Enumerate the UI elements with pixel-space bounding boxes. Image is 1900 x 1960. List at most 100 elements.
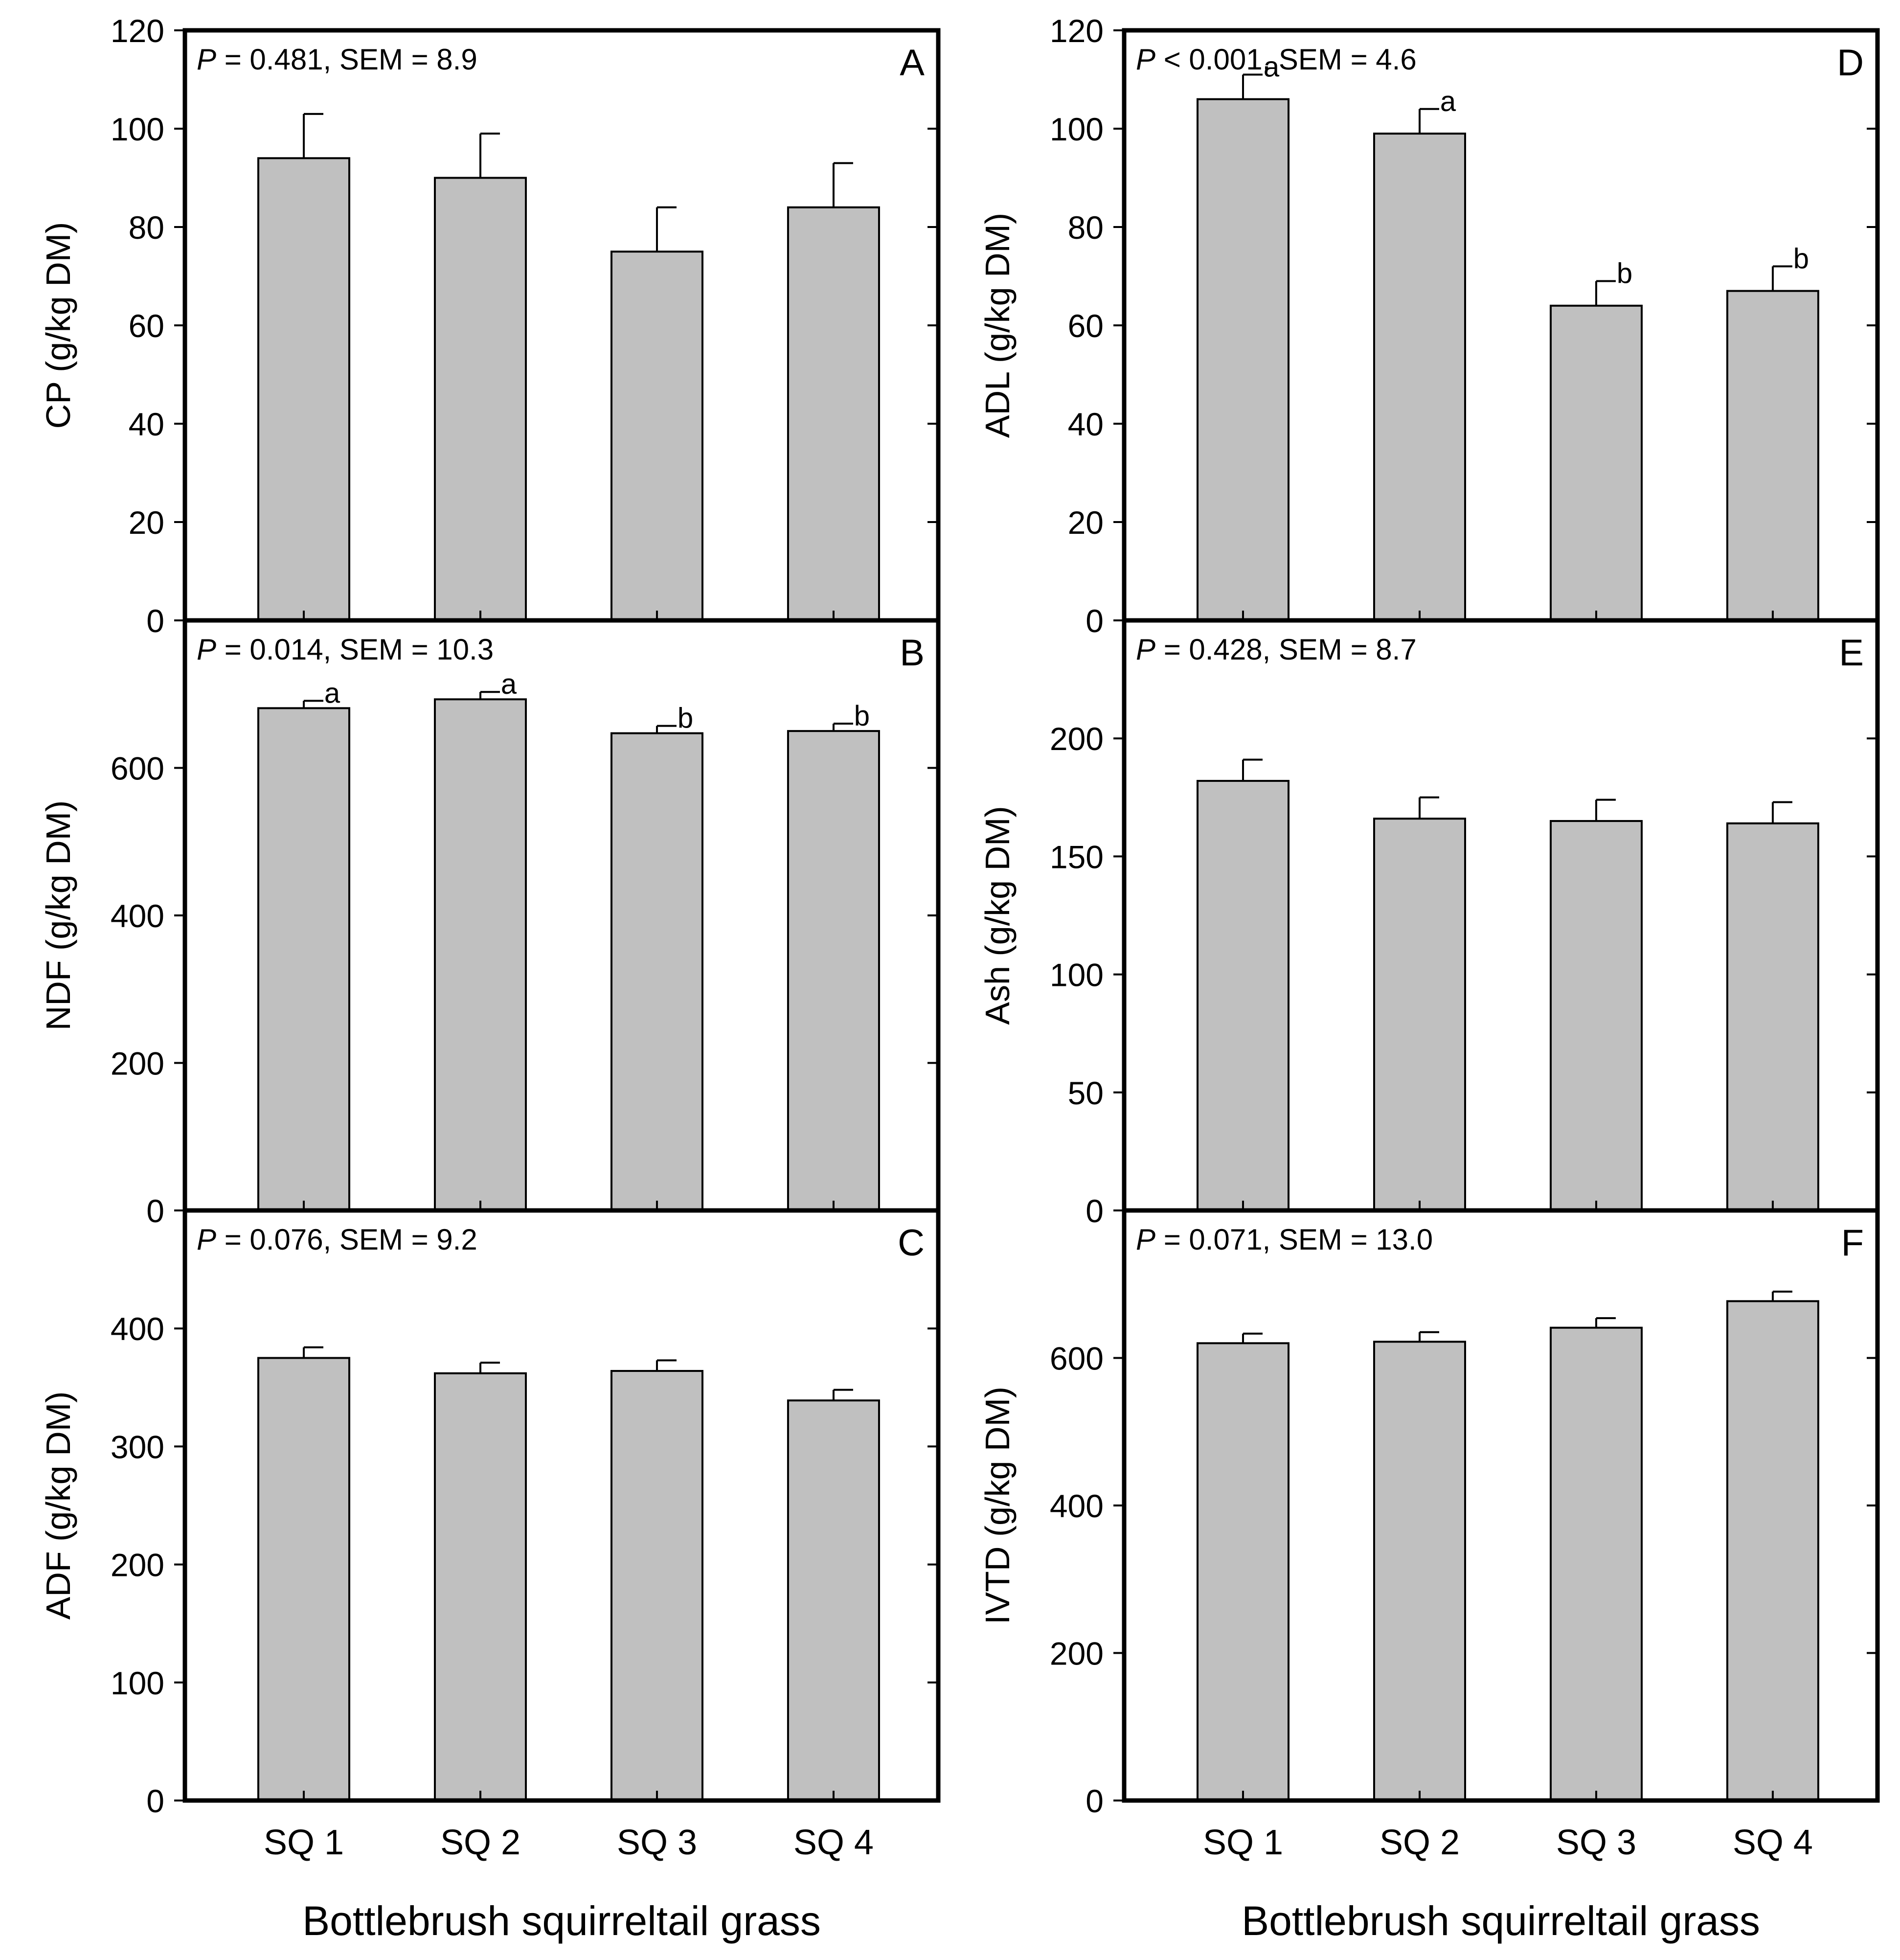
bar-b-2: [433, 698, 527, 1211]
significance-letter-d-4: b: [1793, 243, 1809, 274]
stat-text-b: P = 0.014, SEM = 10.3: [197, 633, 494, 666]
panel-b: a a b b 0 200 400 600 P = 0.014, SEM = 10.3 B NDF …: [39, 618, 941, 1229]
x-tick-label-f-2: SQ 2: [1380, 1823, 1460, 1862]
y-axis-title-a: CP (g/kg DM): [39, 222, 77, 429]
bar-c-4: [787, 1399, 880, 1802]
y-tick-label-c-3: 300: [111, 1429, 164, 1465]
stat-p-symbol-d: P: [1136, 43, 1155, 76]
bar-f-4: [1726, 1300, 1819, 1802]
stat-p-symbol-c: P: [197, 1223, 216, 1256]
x-axis-title-left: Bottlebrush squirreltail grass: [302, 1898, 821, 1944]
panel-c: 0 100 200 300 400 SQ 1 SQ 2 SQ 3 SQ 4 P = 0.076, …: [39, 1208, 941, 1862]
y-axis-title-d: ADL (g/kg DM): [978, 213, 1017, 438]
bar-a-1: [257, 157, 351, 621]
y-tick-label-c-0: 0: [146, 1783, 164, 1819]
y-tick-label-f-2: 400: [1050, 1488, 1104, 1524]
bar-d-3: [1549, 304, 1643, 621]
stat-text-a: P = 0.481, SEM = 8.9: [197, 43, 477, 76]
x-axis-title-right: Bottlebrush squirreltail grass: [1242, 1898, 1760, 1944]
panel-d: a a b b 0 20 40 60 80 100 120 P < 0.001, SEM = 4.6 D…: [978, 13, 1880, 639]
bar-b-1: [257, 707, 351, 1211]
x-tick-label-f-4: SQ 4: [1733, 1823, 1813, 1862]
x-tick-label-f-3: SQ 3: [1556, 1823, 1636, 1862]
y-tick-label-e-4: 200: [1050, 721, 1104, 757]
bar-e-1: [1197, 780, 1290, 1211]
significance-letter-d-3: b: [1617, 258, 1632, 290]
bar-b-4: [787, 730, 880, 1211]
significance-letter-d-1: a: [1264, 51, 1280, 83]
panel-frame-c: [182, 1208, 941, 1803]
bar-e-3: [1549, 820, 1643, 1212]
y-tick-label-d-4: 80: [1068, 209, 1104, 246]
y-tick-label-d-1: 20: [1068, 504, 1104, 541]
y-tick-label-b-0: 0: [146, 1193, 164, 1229]
x-tick-label-c-3: SQ 3: [617, 1823, 697, 1862]
panel-e: 0 50 100 150 200 P = 0.428, SEM = 8.7 E Ash (g/…: [978, 618, 1880, 1229]
y-tick-label-b-2: 400: [111, 898, 164, 934]
panel-f: 0 200 400 600 SQ 1 SQ 2 SQ 3 SQ 4 P = 0.071, SEM…: [978, 1208, 1880, 1862]
y-axis-title-b: NDF (g/kg DM): [39, 800, 77, 1031]
panel-letter-a: A: [900, 42, 925, 84]
significance-letter-b-2: a: [501, 668, 517, 700]
bar-c-1: [257, 1357, 351, 1801]
stat-text-f: P = 0.071, SEM = 13.0: [1136, 1223, 1433, 1256]
bar-f-2: [1373, 1341, 1466, 1801]
panel-letter-d: D: [1837, 42, 1864, 84]
y-tick-label-a-5: 100: [111, 111, 164, 147]
stat-values-c: = 0.076, SEM = 9.2: [216, 1223, 477, 1256]
y-tick-label-a-2: 40: [129, 406, 164, 442]
y-axis-title-e: Ash (g/kg DM): [978, 806, 1017, 1025]
y-tick-label-e-1: 50: [1068, 1075, 1104, 1111]
panel-frame-f: [1122, 1208, 1880, 1803]
y-tick-label-c-2: 200: [111, 1547, 164, 1583]
stat-values-e: = 0.428, SEM = 8.7: [1155, 633, 1417, 666]
y-tick-label-a-3: 60: [129, 308, 164, 344]
significance-letter-b-4: b: [854, 700, 870, 732]
y-tick-label-b-1: 200: [111, 1046, 164, 1082]
stat-values-d: < 0.001, SEM = 4.6: [1155, 43, 1417, 76]
x-tick-label-c-1: SQ 1: [264, 1823, 344, 1862]
bar-c-2: [433, 1372, 527, 1801]
bar-f-1: [1197, 1342, 1290, 1802]
panel-letter-f: F: [1841, 1222, 1864, 1264]
y-tick-label-c-1: 100: [111, 1665, 164, 1701]
y-tick-label-a-6: 120: [111, 13, 164, 49]
bar-a-2: [433, 177, 527, 621]
bar-b-3: [610, 732, 703, 1211]
significance-letter-d-2: a: [1440, 86, 1456, 117]
bar-a-4: [787, 206, 880, 621]
panel-letter-e: E: [1839, 632, 1864, 674]
y-tick-label-c-4: 400: [111, 1311, 164, 1347]
stat-p-symbol-b: P: [197, 633, 216, 666]
bar-a-3: [610, 251, 703, 621]
bar-c-3: [610, 1370, 703, 1801]
bar-d-4: [1726, 290, 1819, 621]
panel-a: 0 20 40 60 80 100 120 P = 0.481, SEM = 8.9 A CP (…: [39, 13, 941, 639]
panel-letter-c: C: [898, 1222, 925, 1264]
bar-d-2: [1373, 133, 1466, 621]
panel-letter-b: B: [900, 632, 925, 674]
x-tick-label-c-2: SQ 2: [440, 1823, 520, 1862]
stat-p-symbol-e: P: [1136, 633, 1155, 666]
stat-p-symbol-f: P: [1136, 1223, 1155, 1256]
y-tick-label-e-0: 0: [1086, 1193, 1104, 1229]
stat-values-f: = 0.071, SEM = 13.0: [1155, 1223, 1433, 1256]
bar-f-3: [1549, 1326, 1643, 1801]
y-tick-label-d-3: 60: [1068, 308, 1104, 344]
y-tick-label-d-5: 100: [1050, 111, 1104, 147]
y-axis-title-c: ADF (g/kg DM): [39, 1391, 77, 1620]
stat-text-c: P = 0.076, SEM = 9.2: [197, 1223, 477, 1256]
y-tick-label-a-4: 80: [129, 209, 164, 246]
y-tick-label-f-1: 200: [1050, 1636, 1104, 1672]
x-tick-label-f-1: SQ 1: [1203, 1823, 1283, 1862]
y-tick-label-f-3: 600: [1050, 1341, 1104, 1377]
significance-letter-b-3: b: [678, 703, 693, 734]
y-tick-label-d-0: 0: [1086, 603, 1104, 639]
x-tick-label-c-4: SQ 4: [793, 1823, 874, 1862]
bar-d-1: [1197, 98, 1290, 622]
y-tick-label-d-2: 40: [1068, 406, 1104, 442]
stat-values-a: = 0.481, SEM = 8.9: [216, 43, 477, 76]
y-tick-label-a-1: 20: [129, 504, 164, 541]
y-tick-label-b-3: 600: [111, 751, 164, 787]
